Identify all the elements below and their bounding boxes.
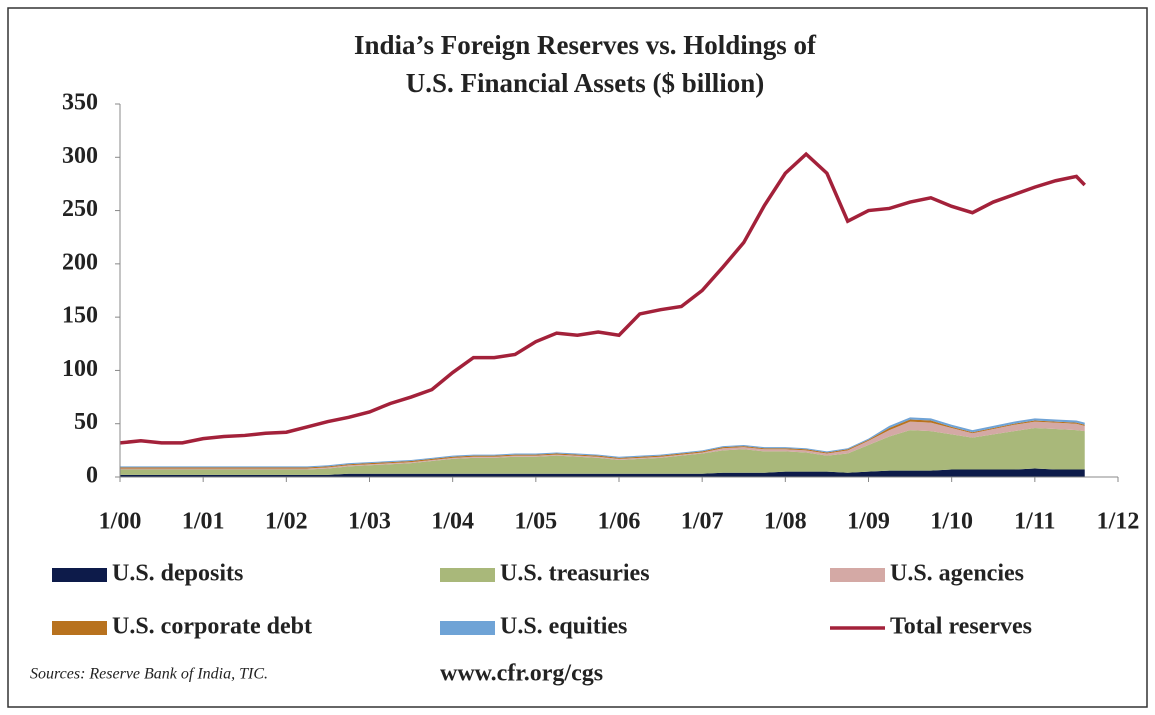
x-tick-label: 1/09 (847, 509, 890, 535)
x-tick-label: 1/04 (431, 509, 474, 535)
x-tick-label: 1/05 (514, 509, 557, 535)
legend-label: U.S. equities (500, 614, 627, 640)
y-tick-label: 250 (62, 196, 98, 222)
y-tick-label: 200 (62, 249, 98, 275)
legend-swatch (440, 568, 495, 582)
x-tick-label: 1/08 (764, 509, 807, 535)
y-tick-label: 100 (62, 356, 98, 382)
x-tick-label: 1/01 (182, 509, 225, 535)
x-tick-label: 1/11 (1014, 509, 1055, 535)
y-tick-label: 50 (74, 409, 98, 435)
url: www.cfr.org/cgs (440, 661, 603, 687)
x-tick-label: 1/07 (681, 509, 724, 535)
x-tick-label: 1/10 (930, 509, 973, 535)
legend-label: U.S. corporate debt (112, 614, 312, 640)
legend-label: U.S. treasuries (500, 561, 650, 587)
area (120, 468, 1085, 477)
y-tick-label: 150 (62, 303, 98, 329)
chart-title: India’s Foreign Reserves vs. Holdings of (354, 30, 817, 60)
y-tick-label: 0 (86, 463, 98, 489)
legend-swatch (440, 621, 495, 635)
legend-label: Total reserves (890, 614, 1032, 640)
frame (7, 7, 1148, 708)
x-tick-label: 1/03 (348, 509, 391, 535)
legend-label: U.S. agencies (890, 561, 1024, 587)
legend-swatch (830, 568, 885, 582)
y-tick-label: 300 (62, 143, 98, 169)
legend-label: U.S. deposits (112, 561, 243, 587)
chart-title: U.S. Financial Assets ($ billion) (406, 68, 765, 98)
source-note: Sources: Reserve Bank of India, TIC. (30, 666, 268, 683)
x-tick-label: 1/12 (1097, 509, 1140, 535)
area (120, 427, 1085, 475)
line (119, 151, 1086, 445)
y-tick-label: 350 (62, 90, 98, 116)
x-tick-label: 1/06 (598, 509, 641, 535)
legend-swatch (52, 621, 107, 635)
legend-swatch (52, 568, 107, 582)
x-tick-label: 1/02 (265, 509, 308, 535)
x-tick-label: 1/00 (99, 509, 142, 535)
